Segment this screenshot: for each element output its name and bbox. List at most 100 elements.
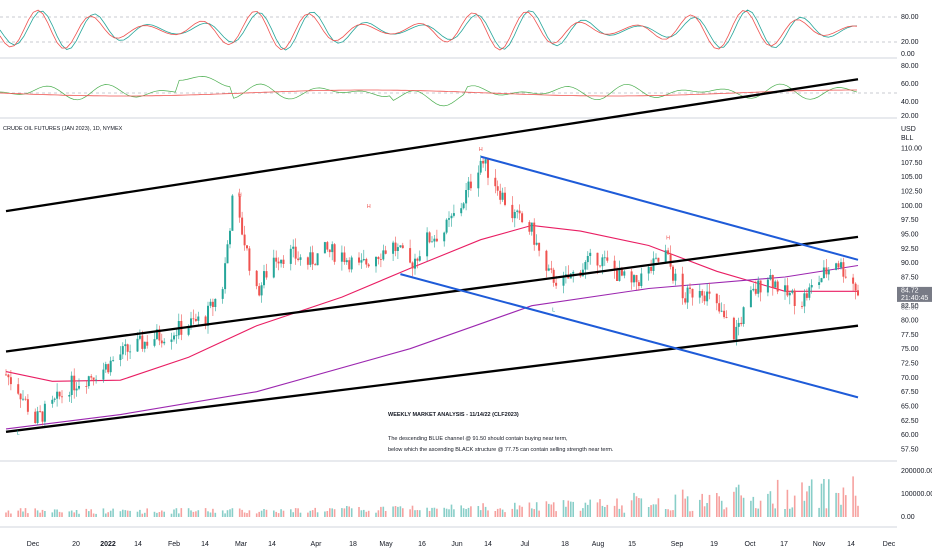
volume-bar xyxy=(803,500,806,517)
volume-bar xyxy=(384,511,387,517)
candle-body xyxy=(623,271,626,276)
volume-bar xyxy=(190,510,192,517)
volume-bar xyxy=(684,498,686,517)
volume-bar xyxy=(73,512,75,517)
candle-body xyxy=(331,244,334,253)
volume-bar xyxy=(119,511,122,517)
candle-body xyxy=(306,257,309,265)
volume-bar xyxy=(7,510,10,517)
volume-bar xyxy=(516,509,518,517)
volume-bar xyxy=(587,504,589,517)
stochastic-oscillator-pane: 80.00 20.00 0.00 xyxy=(0,9,919,59)
volume-bar xyxy=(443,507,445,517)
price-tick-label: 72.50 xyxy=(901,361,919,368)
volume-bar xyxy=(647,507,650,517)
volume-bar xyxy=(538,510,540,517)
price-pane: 110.00 107.50 105.00 102.50 100.00 97.50 95.00… xyxy=(0,78,932,462)
time-axis: Dec 20 2022 14 Feb 14 Mar 14 Apr 18 May 16 Jun 14 Jul 1… xyxy=(27,541,896,548)
candle-body xyxy=(732,317,735,340)
candle-body xyxy=(214,298,217,307)
candle-body xyxy=(788,292,791,296)
candle-body xyxy=(647,267,650,274)
osc2-axis-label: 60.00 xyxy=(901,81,919,88)
candle-body xyxy=(513,212,516,219)
candle-body xyxy=(34,411,37,423)
swing-marker-l: L xyxy=(17,431,20,437)
candle-body xyxy=(640,273,643,286)
candle-body xyxy=(494,177,497,187)
candle-body xyxy=(837,263,840,268)
candle-body xyxy=(92,377,95,380)
candle-body xyxy=(365,259,368,265)
candle-body xyxy=(418,256,421,261)
candle-body xyxy=(857,290,859,296)
volume-bar xyxy=(195,511,197,517)
candle-body xyxy=(820,278,823,283)
volume-bar xyxy=(582,508,584,517)
volume-bar xyxy=(175,508,178,517)
volume-bar xyxy=(192,511,195,517)
candle-body xyxy=(737,322,740,327)
candle-body xyxy=(41,411,44,422)
price-tick-label: 67.50 xyxy=(901,389,919,396)
volume-bar xyxy=(255,513,258,517)
volume-bar xyxy=(294,508,297,517)
candle-body xyxy=(224,263,227,290)
osc1-axis-label: 0.00 xyxy=(901,51,915,58)
candle-body xyxy=(462,203,465,209)
volume-bar xyxy=(854,495,857,517)
volume-bar xyxy=(314,507,316,517)
candle-body xyxy=(620,267,623,276)
volume-bar xyxy=(669,510,672,517)
volume-bar xyxy=(402,508,404,517)
candle-body xyxy=(280,259,283,264)
price-tick-label: 97.50 xyxy=(901,217,919,224)
candle-body xyxy=(85,386,88,387)
volume-bar xyxy=(545,501,548,517)
time-axis-label: 14 xyxy=(484,541,492,548)
volume-bar xyxy=(309,510,312,517)
candle-body xyxy=(633,275,635,283)
candle-body xyxy=(428,232,431,243)
candle-body xyxy=(669,254,672,267)
candle-body xyxy=(691,288,694,298)
unit-label: BLL xyxy=(901,135,914,142)
volume-bar xyxy=(92,513,95,517)
volume-bar xyxy=(484,506,487,517)
volume-bar xyxy=(392,506,394,517)
volume-bar xyxy=(479,510,482,517)
volume-bar xyxy=(17,510,19,517)
time-axis-label: Feb xyxy=(168,541,180,548)
candle-body xyxy=(606,257,609,261)
candle-body xyxy=(340,252,343,262)
volume-bar xyxy=(579,510,582,517)
candle-body xyxy=(141,335,144,349)
last-price-label: 84.72 xyxy=(901,287,919,294)
time-axis-label: 14 xyxy=(847,541,855,548)
candle-body xyxy=(229,230,231,245)
candle-body xyxy=(776,281,779,292)
volume-bar xyxy=(209,512,212,517)
candle-body xyxy=(175,335,178,337)
volume-bar xyxy=(241,509,243,517)
volume-bar xyxy=(282,510,285,517)
volume-bar xyxy=(265,509,268,517)
candle-body xyxy=(277,261,280,264)
candle-body xyxy=(350,257,353,270)
time-axis-label: 16 xyxy=(418,541,426,548)
candle-body xyxy=(241,217,244,235)
candle-body xyxy=(786,285,789,296)
volume-bar xyxy=(409,509,411,517)
volume-bar xyxy=(316,512,319,517)
candle-body xyxy=(9,377,12,385)
swing-marker-h: H xyxy=(367,204,371,210)
candle-body xyxy=(801,306,803,307)
volume-bar xyxy=(667,509,669,517)
volume-bar xyxy=(791,507,794,517)
candle-body xyxy=(163,341,166,344)
rsi-ma-line xyxy=(0,89,857,97)
candle-body xyxy=(107,364,110,373)
volume-bar xyxy=(823,479,825,517)
candle-body xyxy=(477,172,480,189)
